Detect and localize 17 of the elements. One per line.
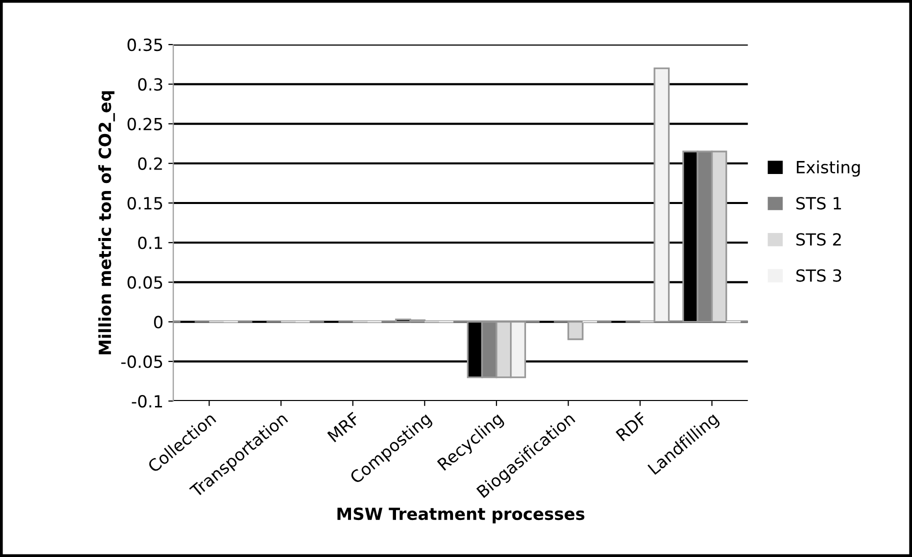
y-tick-label: 0.1 [138, 236, 162, 250]
y-tick-label: 0.35 [128, 38, 162, 52]
y-tick-label: 0.3 [138, 78, 162, 91]
legend-label: Existing [796, 160, 860, 177]
y-tick-label: 0.2 [138, 157, 162, 170]
bar [567, 320, 584, 340]
legend-label: STS 1 [796, 196, 841, 210]
legend-label: STS 2 [796, 233, 841, 246]
legend-label: STS 3 [796, 269, 842, 282]
y-tick-label: -0.05 [121, 355, 162, 368]
y-tick-label: -0.1 [132, 395, 162, 408]
y-tick-label: 0.05 [128, 276, 162, 289]
y-tick-label: 0.15 [128, 196, 162, 210]
y-axis-title: Million metric ton of CO2_eq [98, 91, 115, 354]
y-tick-label: 0 [154, 316, 162, 328]
x-axis-title: MSW Treatment processes [337, 507, 584, 524]
y-tick-label: 0.25 [128, 118, 162, 130]
